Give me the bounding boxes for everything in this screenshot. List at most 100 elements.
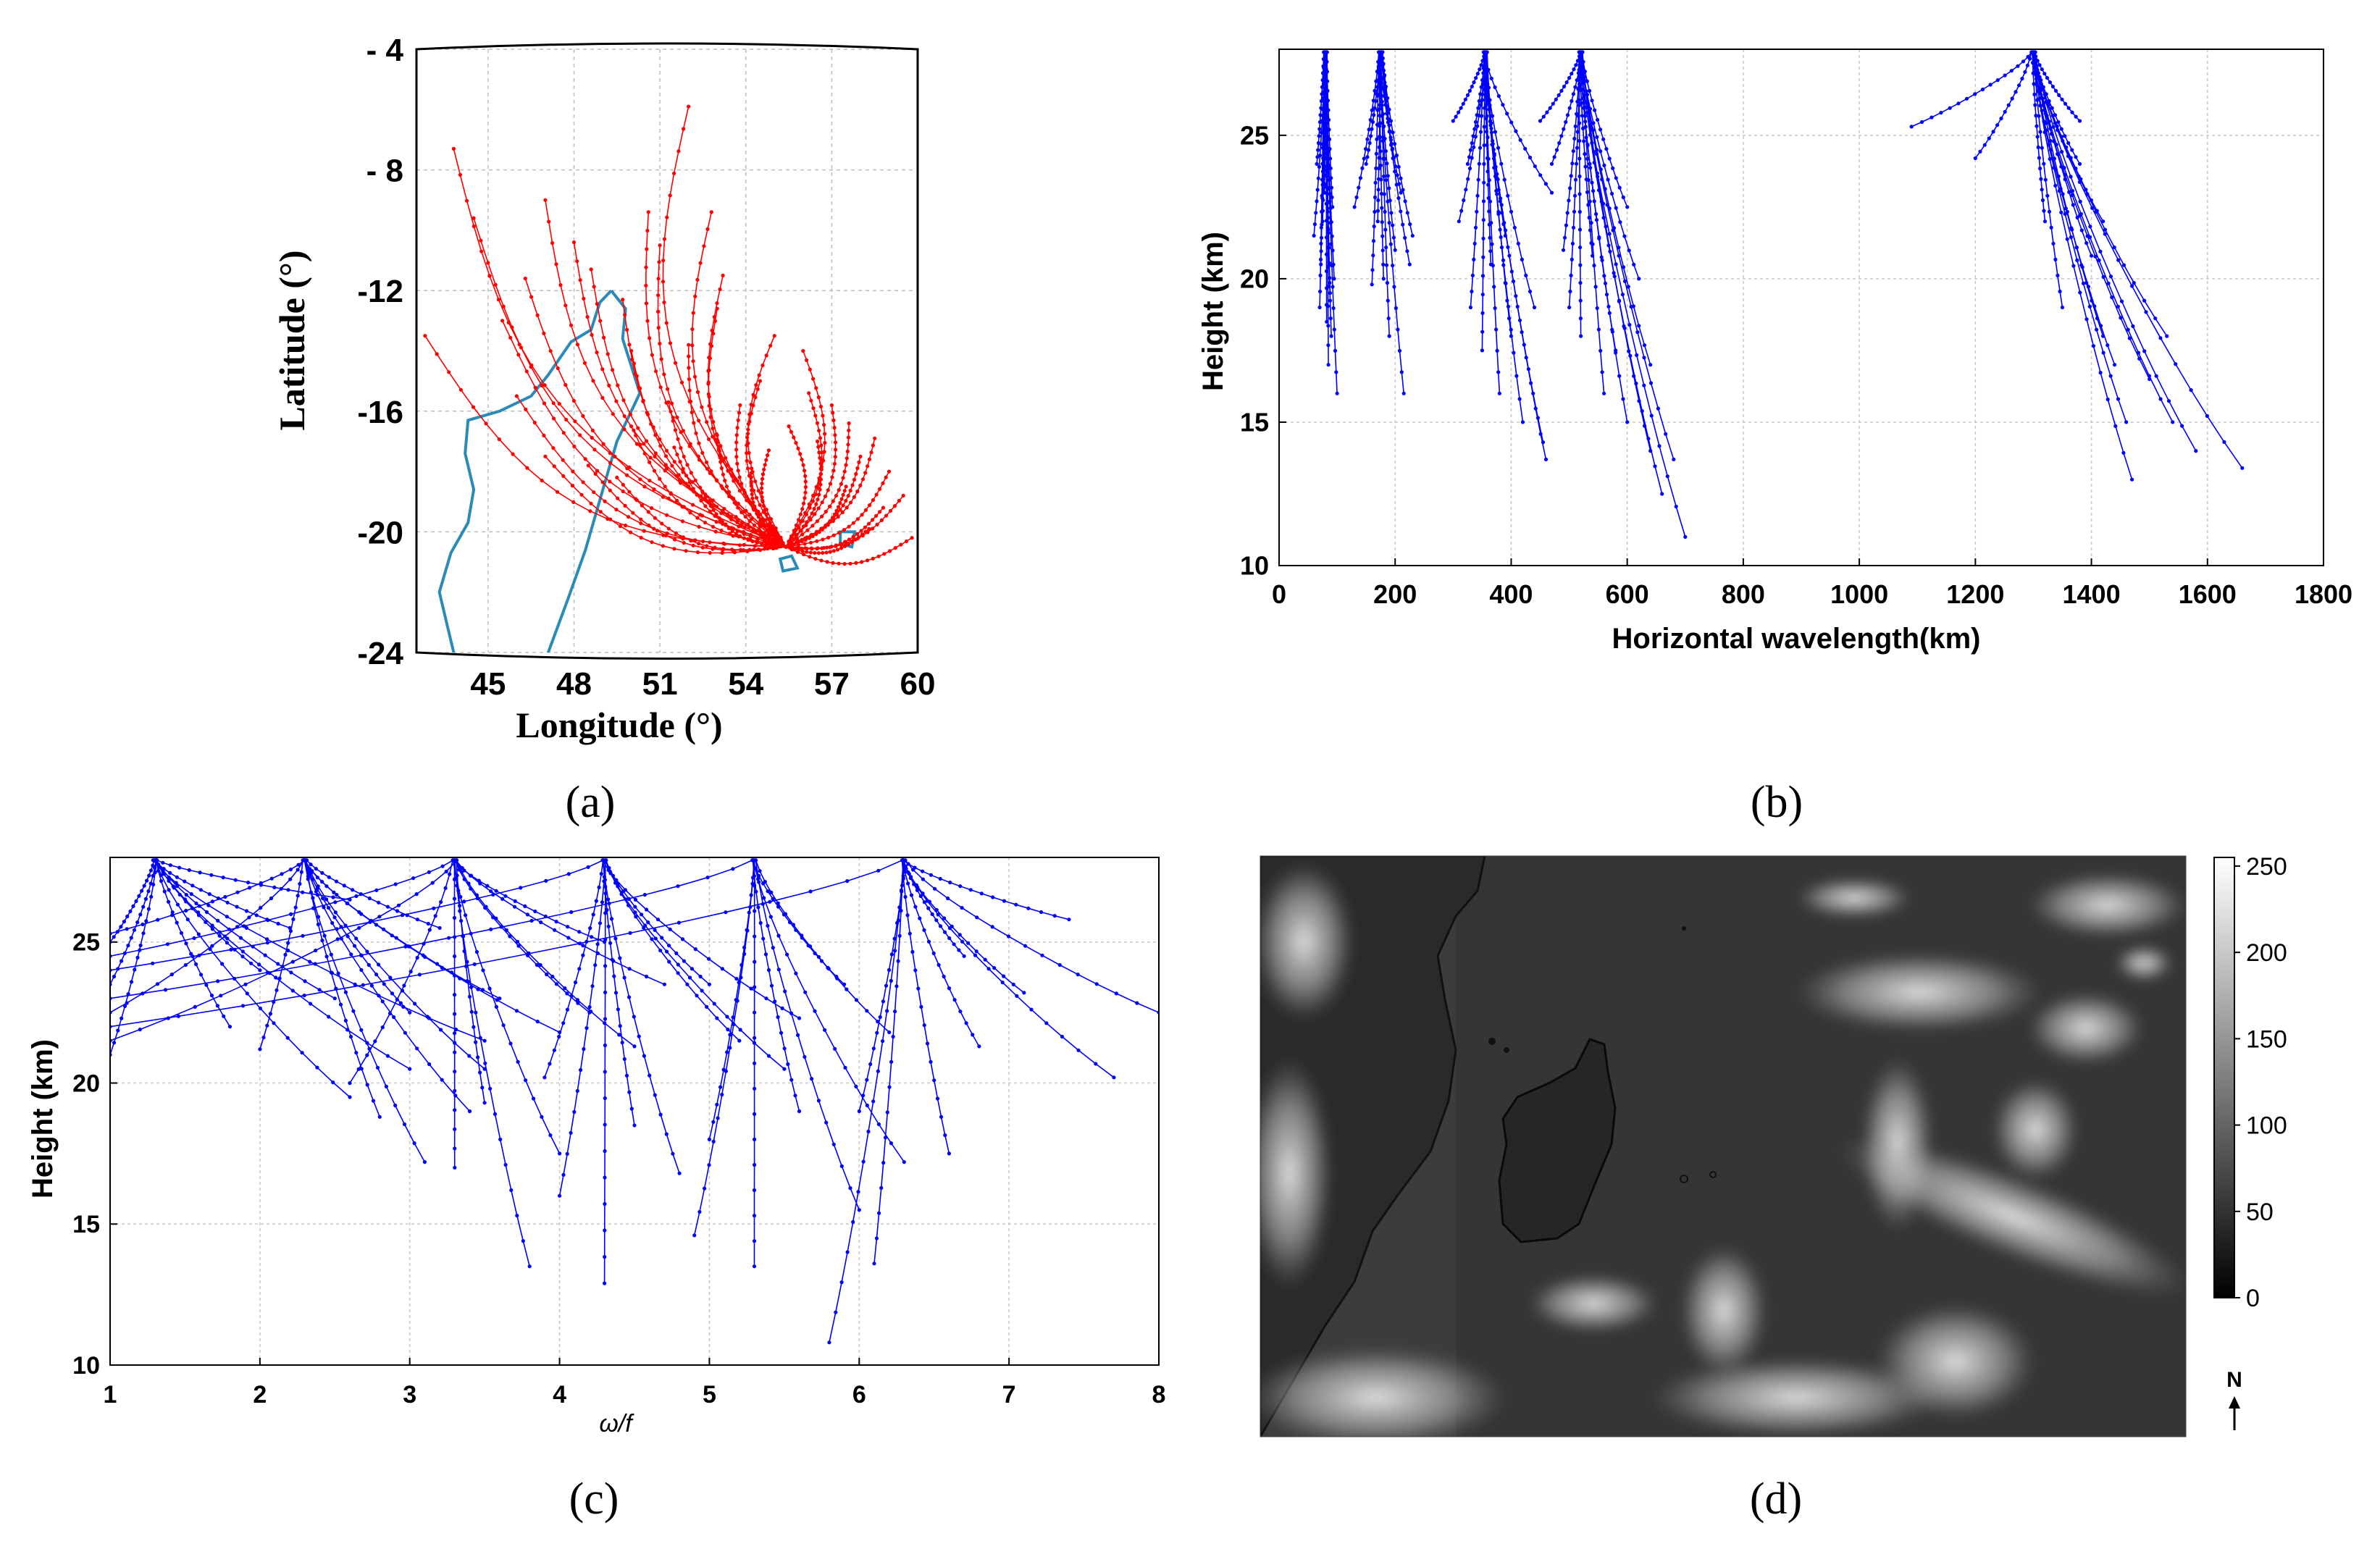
- ray-point: [650, 540, 654, 545]
- ray-point: [1465, 93, 1470, 97]
- ray-point: [2087, 304, 2092, 308]
- ray-point: [687, 975, 692, 980]
- ray-point: [143, 897, 148, 901]
- colorbar-tick-label: 0: [2246, 1285, 2260, 1312]
- ray-point: [648, 456, 653, 460]
- ray-point: [519, 886, 523, 890]
- ray-point: [1570, 161, 1575, 166]
- ray-point: [553, 928, 557, 932]
- ray-point: [1370, 127, 1374, 131]
- ray-point: [377, 915, 382, 919]
- ray-point: [467, 1054, 472, 1058]
- ray-point: [865, 1009, 869, 1013]
- y-tick-label: -16: [357, 395, 403, 430]
- ray-point: [593, 963, 598, 967]
- ray-point: [299, 870, 303, 874]
- ray-point: [712, 315, 716, 319]
- ray-point: [750, 876, 755, 880]
- ray-point: [471, 405, 476, 409]
- ray-point: [711, 1139, 716, 1143]
- ray-point: [2053, 183, 2058, 188]
- ray-point: [1541, 440, 1546, 445]
- ray-point: [590, 435, 594, 440]
- ray-point: [487, 986, 492, 991]
- x-tick-label: 1200: [1946, 579, 2004, 609]
- ray-point: [359, 1028, 364, 1032]
- ray-point: [738, 403, 742, 408]
- y-tick-label: 15: [1240, 408, 1269, 437]
- ray-point: [1572, 193, 1577, 198]
- ray-point: [1472, 241, 1477, 245]
- ray-point: [2043, 177, 2048, 182]
- y-tick-label: - 4: [366, 33, 404, 68]
- ray-point: [2137, 356, 2142, 361]
- ray-point: [184, 941, 188, 946]
- ray-point: [222, 934, 227, 939]
- ray-point: [146, 889, 151, 894]
- ray-point: [155, 982, 160, 986]
- ray-point: [2093, 254, 2098, 259]
- y-tick-label: 25: [72, 929, 100, 957]
- ray-point: [571, 240, 577, 245]
- ray-point: [1324, 235, 1328, 240]
- ray-point: [489, 889, 493, 894]
- ray-point: [728, 1033, 732, 1037]
- x-tick-label: 45: [470, 666, 506, 702]
- ray-point: [2053, 167, 2058, 172]
- ray-point: [1575, 146, 1579, 150]
- y-tick-label: 10: [1240, 551, 1269, 581]
- ray-point: [705, 499, 710, 503]
- ray-point: [750, 492, 754, 497]
- ray-point: [2040, 146, 2044, 150]
- ray-point: [1378, 93, 1382, 97]
- ray-point: [721, 273, 725, 277]
- ray-point: [806, 944, 810, 948]
- panel-d-colorbar: [2213, 857, 2235, 1298]
- ray-point: [796, 548, 800, 553]
- ray-point: [1386, 111, 1390, 115]
- x-tick-label: 8: [1152, 1381, 1166, 1409]
- ray-point: [800, 549, 805, 553]
- ray-point: [1509, 269, 1514, 274]
- ray-point: [1570, 257, 1574, 261]
- ray-point: [480, 1086, 485, 1090]
- ray-point: [2032, 92, 2037, 96]
- ray-point: [627, 903, 631, 907]
- ray-point: [2060, 150, 2064, 154]
- ray-point: [258, 1006, 262, 1010]
- ray-point: [210, 923, 214, 928]
- ray-point: [758, 920, 763, 925]
- ray-point: [1488, 249, 1493, 253]
- ray-point: [329, 952, 333, 957]
- ray-point: [1607, 156, 1612, 161]
- ray-point: [788, 538, 792, 542]
- ray-point: [948, 881, 952, 885]
- ray-point: [225, 936, 230, 941]
- ray-point: [283, 952, 288, 957]
- ray-point: [2101, 219, 2105, 224]
- ray-point: [800, 936, 804, 940]
- ray-point: [1389, 141, 1394, 146]
- ray-point: [1572, 67, 1576, 72]
- ray-point: [308, 960, 312, 964]
- ray-point: [676, 962, 680, 967]
- ray-point: [142, 883, 146, 888]
- ray-point: [2029, 50, 2034, 54]
- ray-point: [451, 146, 456, 151]
- ray-point: [839, 482, 843, 487]
- ray-point: [1324, 151, 1328, 156]
- ray-point: [748, 460, 753, 465]
- ray-point: [151, 863, 155, 868]
- ray-point: [1590, 140, 1594, 146]
- x-tick-label: 600: [1606, 579, 1649, 609]
- ray-point: [291, 917, 296, 921]
- ray-point: [565, 1151, 569, 1156]
- africa-coastline: [437, 289, 613, 652]
- ray-point: [691, 489, 695, 493]
- ray-point: [288, 868, 293, 872]
- ray-point: [690, 327, 695, 332]
- ray-point: [739, 547, 743, 552]
- ray-point: [1562, 235, 1567, 240]
- ray-point: [621, 298, 625, 302]
- ray-point: [925, 1041, 930, 1046]
